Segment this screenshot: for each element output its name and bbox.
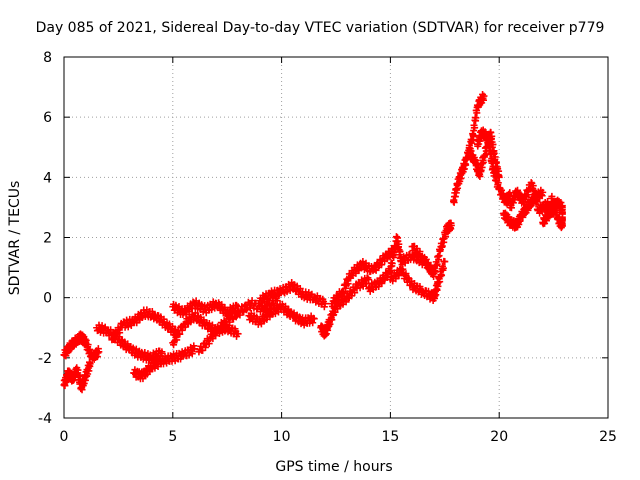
data-points — [60, 90, 566, 394]
data-point-trace — [205, 340, 213, 348]
data-point-trace — [476, 172, 484, 180]
data-point — [547, 194, 555, 202]
x-tick-label: 25 — [599, 429, 617, 445]
data-point-trace — [481, 151, 489, 159]
data-point-trace — [479, 158, 487, 166]
data-point-trace — [486, 139, 494, 147]
y-tick-label: -2 — [38, 351, 52, 367]
x-tick-label: 5 — [168, 429, 177, 445]
data-point-trace — [548, 199, 556, 207]
y-axis-label: SDTVAR / TECUs — [7, 181, 23, 296]
data-point-trace — [388, 259, 396, 267]
data-point-trace — [471, 124, 479, 132]
data-point-trace — [468, 137, 476, 145]
x-tick-label: 10 — [273, 429, 291, 445]
data-point-trace — [176, 330, 184, 338]
x-tick-label: 15 — [381, 429, 399, 445]
data-point-trace — [462, 161, 470, 169]
data-point-trace — [228, 314, 236, 322]
data-point-trace — [340, 288, 348, 296]
data-point-trace — [442, 233, 450, 241]
data-point-trace — [438, 242, 446, 250]
data-point-trace — [431, 268, 439, 276]
data-point — [158, 348, 166, 356]
data-point-trace — [521, 210, 529, 218]
data-point-trace — [435, 252, 443, 260]
data-point-trace — [236, 311, 244, 319]
data-point-trace — [494, 179, 502, 187]
data-point — [441, 258, 449, 266]
tick-labels: 0 5 10 15 20 25 -4 -2 0 2 4 6 8 — [38, 50, 617, 445]
data-point-trace — [328, 316, 336, 324]
data-point — [95, 348, 103, 356]
data-point-trace — [396, 247, 404, 255]
data-point-trace — [439, 264, 447, 272]
data-point-trace — [472, 114, 480, 122]
data-point — [191, 345, 199, 353]
data-point-trace — [531, 189, 539, 197]
data-point-trace — [378, 279, 386, 287]
data-point-trace — [533, 198, 541, 206]
data-point — [480, 92, 488, 100]
data-point-trace — [552, 213, 560, 221]
data-point-trace — [438, 271, 446, 279]
data-point-trace — [226, 318, 234, 326]
data-point-trace — [526, 203, 534, 211]
grid-lines — [64, 57, 608, 418]
y-tick-label: 2 — [43, 231, 52, 247]
data-point-trace — [75, 372, 83, 380]
y-tick-label: 8 — [43, 50, 52, 66]
data-point-trace — [544, 213, 552, 221]
data-point-trace — [550, 206, 558, 214]
data-point-trace — [469, 133, 477, 141]
chart-title: Day 085 of 2021, Sidereal Day-to-day VTE… — [36, 20, 605, 36]
data-point — [86, 360, 94, 368]
y-tick-label: 0 — [43, 291, 52, 307]
data-point-trace — [520, 199, 528, 207]
plot-frame — [63, 56, 609, 419]
data-point-trace — [433, 260, 441, 268]
data-point — [365, 276, 373, 284]
data-point — [539, 188, 547, 196]
data-point — [234, 330, 242, 338]
data-point-trace — [239, 307, 247, 315]
data-point-trace — [487, 149, 495, 157]
data-point-trace — [491, 169, 499, 177]
y-tick-label: 6 — [43, 110, 52, 126]
data-point — [321, 300, 329, 308]
data-point-trace — [215, 328, 223, 336]
x-tick-label: 0 — [60, 429, 69, 445]
data-point-trace — [402, 270, 410, 278]
data-point-trace — [61, 382, 69, 390]
x-tick-label: 20 — [490, 429, 508, 445]
x-axis-label: GPS time / hours — [275, 459, 392, 475]
data-point-trace — [489, 162, 497, 170]
y-tick-label: -4 — [38, 411, 52, 427]
data-point — [310, 315, 318, 323]
data-point-trace — [451, 193, 459, 201]
data-point-trace — [433, 286, 441, 294]
data-point — [447, 221, 455, 229]
y-tick-label: 4 — [43, 170, 52, 186]
